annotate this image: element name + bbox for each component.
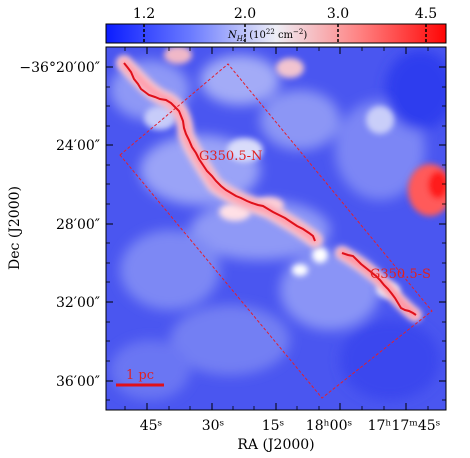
y-tick-label: 36′00″ (56, 374, 100, 390)
colorbar-gradient (105, 23, 447, 44)
scalebar-label: 1 pc (126, 368, 154, 383)
overlays: G350.5-N G350.5-S 1 pc (116, 62, 433, 399)
x-axis-label: RA (J2000) (237, 437, 314, 453)
x-tick-label: 18ʰ00ˢ (306, 418, 353, 434)
filament-spine-south (341, 252, 417, 316)
colorbar-tick-label: 3.0 (327, 6, 349, 22)
region-box (119, 63, 433, 399)
colorbar-tick-label: 2.0 (234, 6, 256, 22)
y-tick-label: 24′00″ (56, 138, 100, 154)
y-axis-label: Dec (J2000) (7, 186, 23, 270)
y-tick-label: −36°20′00″ (19, 60, 100, 76)
label-g350-south: G350.5-S (370, 267, 431, 282)
filament-spine-north (123, 62, 316, 242)
colorbar-label: NH2 (1022 cm−2) (227, 28, 307, 43)
column-density-map (106, 47, 446, 410)
colorbar-tick-label: 4.5 (415, 6, 437, 22)
x-tick-label: 17ʰ17ᵐ45ˢ (368, 418, 441, 434)
colorbar: 1.2 2.0 3.0 4.5 NH2 (1022 cm−2) (105, 6, 447, 44)
x-tick-label: 30ˢ (202, 418, 225, 434)
axes-frame: 45ˢ 30ˢ 15ˢ 18ʰ00ˢ 17ʰ17ᵐ45ˢ −36°20′00″ … (7, 46, 447, 453)
y-tick-label: 32′00″ (56, 295, 100, 311)
y-tick-label: 28′00″ (56, 217, 100, 233)
colorbar-tick-label: 1.2 (133, 6, 155, 22)
label-g350-north: G350.5-N (199, 149, 262, 164)
x-tick-label: 45ˢ (140, 418, 163, 434)
x-tick-label: 15ˢ (262, 418, 285, 434)
